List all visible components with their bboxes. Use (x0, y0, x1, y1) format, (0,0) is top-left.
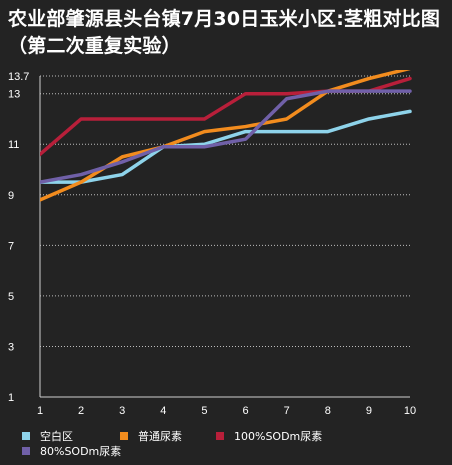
y-tick-label-5: 11 (8, 139, 19, 151)
legend-swatch (120, 432, 128, 440)
y-tick-label-6: 13 (8, 89, 20, 101)
y-tick-label-1: 3 (8, 341, 14, 353)
legend-label: 普通尿素 (138, 430, 182, 443)
chart-title: 农业部肇源县头台镇7月30日玉米小区:茎粗对比图（第二次重复实验） (8, 8, 441, 57)
x-tick-label-9: 10 (404, 405, 416, 417)
x-tick-label-5: 6 (242, 405, 248, 417)
legend-swatch (22, 432, 30, 440)
legend-item-1: 普通尿素 (120, 428, 182, 444)
legend-item-2: 100%SODm尿素 (216, 428, 322, 444)
x-tick-label-7: 8 (325, 405, 331, 417)
legend-label: 100%SODm尿素 (234, 430, 323, 443)
legend-swatch (216, 432, 224, 440)
x-tick-label-1: 2 (78, 405, 84, 417)
legend-label: 空白区 (40, 430, 73, 443)
x-tick-label-2: 3 (119, 405, 125, 417)
y-tick-label-2: 5 (8, 291, 14, 303)
series-line-0 (40, 109, 412, 184)
x-tick-label-0: 1 (37, 405, 43, 417)
x-tick-label-4: 5 (201, 405, 207, 417)
y-tick-label-3: 7 (8, 240, 14, 252)
legend-item-0: 空白区 (22, 428, 73, 444)
legend-swatch (22, 447, 30, 455)
legend-item-3: 80%SODm尿素 (22, 443, 121, 459)
legend-label: 80%SODm尿素 (40, 445, 122, 458)
x-tick-label-8: 9 (366, 405, 372, 417)
y-tick-label-4: 9 (8, 190, 14, 202)
x-tick-label-6: 7 (284, 405, 290, 417)
x-tick-label-3: 4 (160, 405, 166, 417)
y-tick-label-7: 13.7 (8, 71, 29, 83)
series-line-3 (40, 89, 412, 184)
y-tick-label-0: 1 (8, 392, 14, 404)
